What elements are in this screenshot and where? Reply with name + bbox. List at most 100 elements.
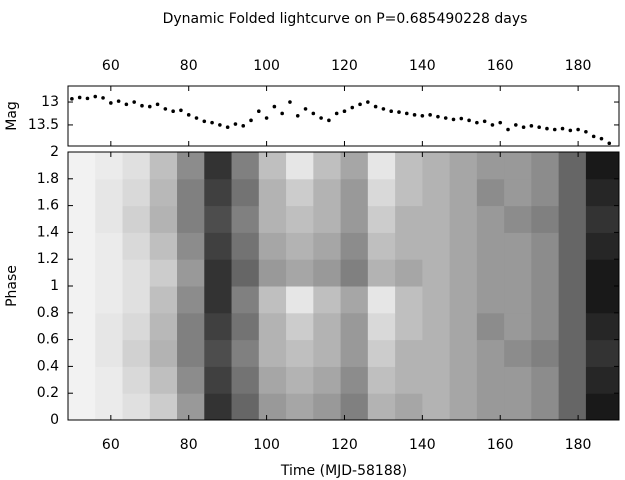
heatmap-cell	[476, 232, 505, 260]
heatmap-cell	[313, 205, 342, 233]
data-point	[225, 125, 230, 130]
heatmap-cell	[231, 259, 260, 287]
heatmap-cell	[340, 286, 369, 314]
heatmap-cell	[367, 232, 396, 260]
heatmap-cell	[504, 205, 532, 233]
heatmap-cell	[531, 286, 560, 314]
heatmap-cell	[204, 232, 233, 260]
heatmap-cell	[422, 366, 451, 394]
x-tick-label: 140	[409, 58, 436, 74]
data-point	[568, 128, 573, 133]
heatmap-cell	[558, 232, 587, 260]
heatmap-cell	[231, 366, 260, 394]
data-point	[272, 104, 277, 109]
heatmap-cell	[367, 312, 396, 341]
heatmap-cell	[286, 259, 314, 287]
data-point	[545, 126, 549, 131]
data-point	[327, 118, 331, 123]
heatmap-cell	[531, 232, 560, 260]
heatmap-cell	[95, 178, 124, 207]
heatmap-cell	[68, 312, 96, 341]
data-point	[280, 111, 284, 116]
x-tick-label: 120	[331, 437, 358, 453]
x-tick-label: 160	[487, 58, 514, 74]
heatmap-cell	[177, 312, 205, 341]
y-tick-label: 0.4	[37, 358, 59, 374]
x-tick-label: 160	[487, 437, 514, 453]
heatmap-cell	[68, 205, 96, 233]
heatmap-cell	[449, 152, 478, 180]
heatmap-cell	[449, 178, 478, 207]
heatmap-cell	[395, 259, 423, 287]
heatmap-cell	[231, 178, 260, 207]
heatmap-cell	[177, 286, 205, 314]
heatmap-cell	[204, 312, 233, 341]
heatmap-cell	[258, 312, 287, 341]
data-point	[514, 123, 518, 127]
heatmap-cell	[204, 286, 233, 314]
heatmap-cell	[95, 339, 124, 367]
heatmap-cell	[585, 393, 620, 421]
heatmap-cell	[95, 152, 124, 180]
data-point	[576, 127, 580, 132]
heatmap-cell	[476, 286, 505, 314]
data-point	[467, 118, 471, 123]
x-tick-label: 80	[180, 58, 198, 74]
heatmap-cell	[504, 312, 532, 341]
data-point	[428, 113, 432, 117]
data-point	[163, 107, 168, 111]
heatmap-cell	[367, 178, 396, 207]
heatmap-cell	[558, 205, 587, 233]
data-point	[498, 120, 503, 125]
heatmap-cell	[422, 259, 451, 287]
data-point	[420, 113, 425, 118]
heatmap-cell	[585, 312, 620, 341]
data-point	[607, 141, 612, 146]
y-tick-label: 13	[41, 94, 59, 110]
heatmap-cell	[422, 339, 451, 367]
heatmap-cell	[449, 339, 478, 367]
heatmap-cell	[395, 286, 423, 314]
data-point	[397, 110, 401, 114]
heatmap-cell	[204, 366, 233, 394]
data-point	[381, 107, 386, 111]
heatmap-cell	[95, 393, 124, 421]
heatmap-cell	[286, 339, 314, 367]
data-point	[179, 108, 183, 113]
heatmap-cell	[177, 366, 205, 394]
heatmap-cell	[340, 205, 369, 233]
data-point	[591, 134, 596, 139]
heatmap-cell	[68, 286, 96, 314]
heatmap-cell	[258, 366, 287, 394]
heatmap-cell	[504, 232, 532, 260]
data-point	[241, 124, 246, 128]
heatmap-cell	[367, 286, 396, 314]
x-tick-label: 140	[409, 437, 436, 453]
heatmap-cell	[204, 339, 233, 367]
chart-title: Dynamic Folded lightcurve on P=0.6854902…	[163, 11, 528, 27]
data-point	[147, 104, 152, 109]
y-tick-label: 13.5	[28, 117, 59, 133]
heatmap-cell	[585, 152, 620, 180]
heatmap-cell	[558, 152, 587, 180]
heatmap-cell	[313, 312, 342, 341]
heatmap-cell	[204, 178, 233, 207]
data-point	[264, 116, 269, 120]
data-point	[319, 116, 323, 120]
data-point	[155, 102, 160, 107]
heatmap-cell	[149, 366, 178, 394]
heatmap-cell	[95, 232, 124, 260]
data-point	[101, 96, 105, 100]
heatmap-cell	[340, 152, 369, 180]
y-tick-label: 1.8	[37, 171, 59, 187]
heatmap-cell	[204, 259, 233, 287]
heatmap-cell	[95, 286, 124, 314]
heatmap-cell	[286, 232, 314, 260]
data-point	[584, 130, 588, 134]
heatmap-cell	[122, 259, 151, 287]
heatmap-cell	[558, 393, 587, 421]
y-axis-label: Phase	[4, 265, 20, 307]
heatmap-cell	[531, 393, 560, 421]
x-tick-label: 100	[253, 58, 280, 74]
heatmap-cell	[68, 393, 96, 421]
